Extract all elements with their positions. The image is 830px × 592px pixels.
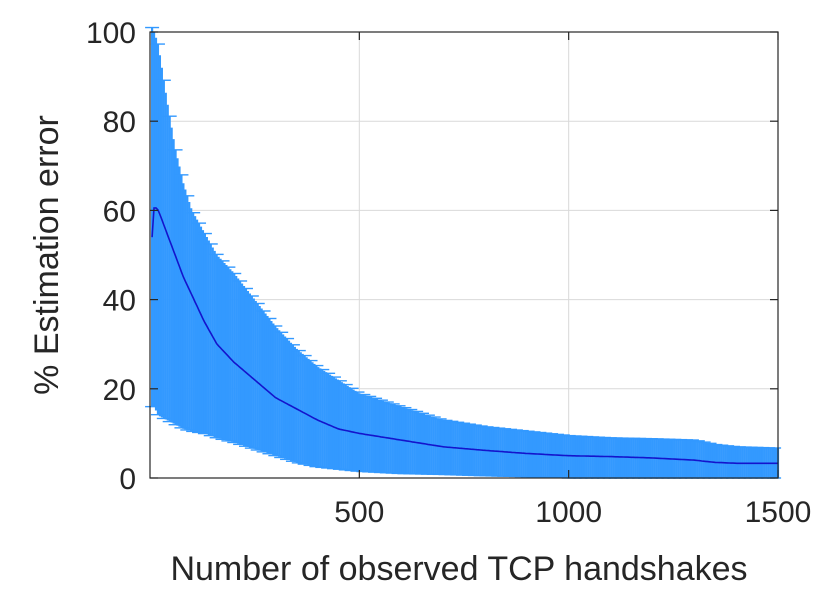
x-tick-label: 1000 bbox=[535, 496, 602, 529]
plot-frame bbox=[149, 31, 779, 479]
y-tick-label: 0 bbox=[119, 463, 136, 496]
x-axis-label: Number of observed TCP handshakes bbox=[170, 550, 747, 588]
y-tick-label: 40 bbox=[103, 285, 136, 318]
y-tick-label: 80 bbox=[103, 106, 136, 139]
error-band bbox=[145, 26, 782, 479]
mean-line bbox=[151, 207, 778, 465]
y-axis-label: % Estimation error bbox=[28, 115, 66, 395]
axis-ticks: 0 20 40 60 80 100 500 1000 1500 bbox=[86, 17, 811, 529]
x-tick-label: 500 bbox=[334, 496, 384, 529]
y-tick-label: 20 bbox=[103, 374, 136, 407]
y-tick-label: 60 bbox=[103, 195, 136, 228]
x-tick-label: 1500 bbox=[745, 496, 812, 529]
y-tick-label: 100 bbox=[86, 17, 136, 50]
